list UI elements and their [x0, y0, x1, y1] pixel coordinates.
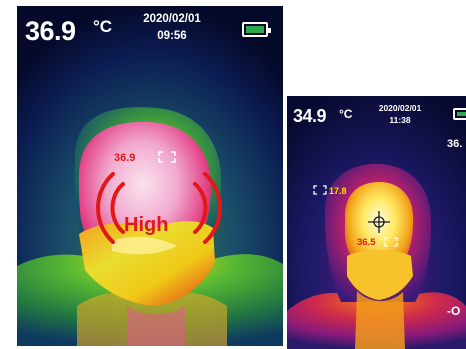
edge-label: -O: [447, 304, 461, 318]
spot-temperature-label: 36.9: [114, 152, 136, 164]
crosshair-icon: [368, 211, 390, 233]
battery-icon: [453, 108, 466, 120]
battery-icon: [242, 22, 271, 37]
center-target-icon: [384, 237, 398, 247]
date-label: 2020/02/01: [143, 13, 201, 25]
temperature-reading: 34.9: [293, 106, 327, 126]
spot-target-icon-left: [158, 151, 176, 163]
thermal-image-left: [17, 6, 283, 346]
thermal-screen-right: 34.9 °C 2020/02/01 11:38 36. 17.8 36.5 -…: [287, 96, 466, 349]
time-label: 11:38: [389, 115, 411, 125]
alarm-arcs-left: [96, 172, 222, 244]
center-temperature-label: 36.5: [357, 237, 376, 248]
temperature-reading: 36.9: [25, 16, 76, 46]
time-label: 09:56: [157, 30, 187, 42]
thermal-screen-left: 36.9 °C 2020/02/01 09:56 36.9 High: [17, 6, 283, 346]
alarm-label: High: [124, 214, 169, 236]
max-temperature-label: 36.: [447, 138, 463, 150]
date-label: 2020/02/01: [378, 103, 422, 113]
temperature-unit: °C: [339, 107, 353, 121]
temperature-unit: °C: [93, 17, 113, 36]
min-target-icon: [313, 185, 327, 195]
thermal-image-right: [287, 96, 466, 349]
min-temperature-label: 17.8: [329, 186, 347, 196]
